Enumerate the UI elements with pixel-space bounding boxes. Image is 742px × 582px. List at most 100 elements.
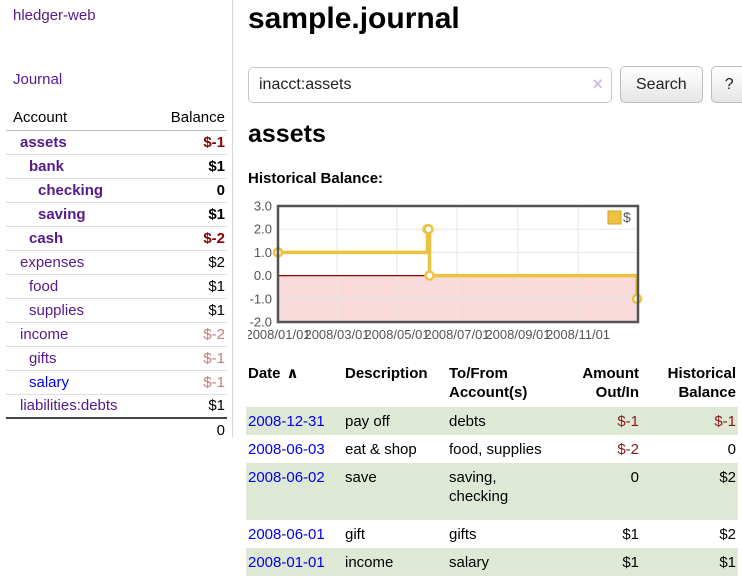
transaction-description: eat & shop xyxy=(345,441,417,458)
search-form: × Search ? xyxy=(248,66,742,103)
sidebar-item-journal[interactable]: Journal xyxy=(13,71,63,88)
account-balance: $1 xyxy=(208,205,225,223)
account-balance: $-1 xyxy=(203,373,225,391)
account-row-expenses: expenses $2 xyxy=(6,250,227,274)
account-link[interactable]: salary xyxy=(29,373,70,391)
transaction-balance: $2 xyxy=(719,526,736,543)
register-table: Date ∧ Description To/From Account(s) Amo… xyxy=(246,361,738,576)
account-balance: $1 xyxy=(208,277,225,295)
account-link[interactable]: checking xyxy=(38,181,104,199)
transaction-accounts: saving, checking xyxy=(449,469,509,505)
svg-text:2.0: 2.0 xyxy=(254,222,272,237)
transaction-amount: 0 xyxy=(630,469,639,486)
account-row-salary: salary $-1 xyxy=(6,370,227,394)
sort-asc-icon: ∧ xyxy=(286,365,299,382)
accounts-table: Account Balance assets $-1 bank $1 check… xyxy=(6,106,227,442)
register-row: 2008-06-03 eat & shop food, supplies $-2… xyxy=(246,435,738,463)
transaction-date-link[interactable]: 2008-06-02 xyxy=(248,469,325,486)
sidebar: hledger-web Journal Account Balance asse… xyxy=(0,0,233,439)
transaction-amount: $1 xyxy=(622,554,639,571)
account-row-supplies: supplies $1 xyxy=(6,298,227,322)
account-row-food: food $1 xyxy=(6,274,227,298)
account-link[interactable]: food xyxy=(29,277,59,295)
register-header-description: Description xyxy=(345,365,428,382)
accounts-total-row: 0 xyxy=(6,418,227,442)
register-header-accounts: To/From Account(s) xyxy=(449,365,528,401)
transaction-description: income xyxy=(345,554,394,571)
register-row: 2008-06-01 gift gifts $1 $2 xyxy=(246,520,738,548)
transaction-accounts: salary xyxy=(449,554,490,571)
account-balance: 0 xyxy=(216,181,225,199)
transaction-amount: $-1 xyxy=(617,413,639,430)
account-balance: $-2 xyxy=(203,229,225,247)
accounts-header-account: Account xyxy=(6,106,153,131)
help-button[interactable]: ? xyxy=(710,66,742,103)
transaction-date-link[interactable]: 2008-06-03 xyxy=(248,441,325,458)
search-button[interactable]: Search xyxy=(620,66,703,103)
transaction-amount: $1 xyxy=(622,526,639,543)
account-row-cash: cash $-2 xyxy=(6,226,227,250)
account-row-bank: bank $1 xyxy=(6,154,227,178)
transaction-accounts: debts xyxy=(449,413,486,430)
register-header-historical: Historical Balance xyxy=(667,365,736,401)
transaction-amount: $-2 xyxy=(617,441,639,458)
transaction-date-link[interactable]: 2008-12-31 xyxy=(248,413,325,430)
account-balance: $-2 xyxy=(203,325,225,343)
account-link[interactable]: saving xyxy=(38,205,86,223)
transaction-balance: $2 xyxy=(719,469,736,486)
page-title: sample.journal xyxy=(248,2,460,35)
register-row: 2008-01-01 income salary $1 $1 xyxy=(246,548,738,576)
account-link[interactable]: cash xyxy=(29,229,64,247)
transaction-description: save xyxy=(345,469,377,486)
svg-text:2008/01/01: 2008/01/01 xyxy=(248,327,311,342)
account-row-liabilities-debts: liabilities:debts $1 xyxy=(6,394,227,418)
balance-chart-svg: $3.0 2.0 1.0 0.0 -1.0 -2.02008/01/012008/03/0… xyxy=(245,199,643,342)
account-row-income: income $-2 xyxy=(6,322,227,346)
account-balance: $-1 xyxy=(203,349,225,367)
transaction-balance: $1 xyxy=(719,554,736,571)
transaction-description: gift xyxy=(345,526,366,543)
transaction-accounts: gifts xyxy=(449,526,477,543)
register-row: 2008-12-31 pay off debts $-1 $-1 xyxy=(246,407,738,435)
account-link[interactable]: gifts xyxy=(29,349,57,367)
svg-text:1.0: 1.0 xyxy=(254,245,272,260)
register-header-amount: Amount Out/In xyxy=(582,365,639,401)
main-content: sample.journal × Search ? assets Histori… xyxy=(245,0,742,582)
transaction-description: pay off xyxy=(345,413,390,430)
app-brand-link[interactable]: hledger-web xyxy=(13,7,96,24)
account-row-gifts: gifts $-1 xyxy=(6,346,227,370)
svg-text:2008/03/01: 2008/03/01 xyxy=(304,327,369,342)
account-link[interactable]: bank xyxy=(29,157,65,175)
svg-text:2008/05/01: 2008/05/01 xyxy=(364,327,429,342)
register-header-row: Date ∧ Description To/From Account(s) Amo… xyxy=(246,361,738,407)
historical-balance-chart[interactable]: $3.0 2.0 1.0 0.0 -1.0 -2.0 2008/01/01 2008/03/0… xyxy=(245,198,688,348)
account-link[interactable]: expenses xyxy=(20,253,85,271)
account-link[interactable]: liabilities:debts xyxy=(20,397,118,415)
transaction-balance: 0 xyxy=(727,441,736,458)
account-link[interactable]: supplies xyxy=(29,301,85,319)
svg-text:-1.0: -1.0 xyxy=(250,291,272,306)
transaction-date-link[interactable]: 2008-01-01 xyxy=(248,554,325,571)
account-link[interactable]: income xyxy=(20,325,69,343)
accounts-header-row: Account Balance xyxy=(6,106,227,131)
svg-text:3.0: 3.0 xyxy=(254,199,272,214)
transaction-balance: $-1 xyxy=(714,413,736,430)
accounts-total-balance: 0 xyxy=(216,422,225,439)
account-balance: $-1 xyxy=(203,133,225,151)
clear-search-icon[interactable]: × xyxy=(592,73,603,94)
transaction-date-link[interactable]: 2008-06-01 xyxy=(248,526,325,543)
account-link[interactable]: assets xyxy=(20,133,67,151)
svg-text:-2.0: -2.0 xyxy=(250,315,272,330)
account-row-saving: saving $1 xyxy=(6,202,227,226)
historical-balance-label: Historical Balance: xyxy=(248,170,384,187)
register-header-date[interactable]: Date ∧ xyxy=(248,365,299,382)
svg-text:$: $ xyxy=(623,209,631,225)
svg-text:2008/09/01: 2008/09/01 xyxy=(485,327,550,342)
search-input[interactable] xyxy=(248,66,612,103)
account-row-assets: assets $-1 xyxy=(6,130,227,154)
account-row-checking: checking 0 xyxy=(6,178,227,202)
account-balance: $1 xyxy=(208,397,225,415)
account-balance: $1 xyxy=(208,301,225,319)
account-heading: assets xyxy=(248,120,326,148)
